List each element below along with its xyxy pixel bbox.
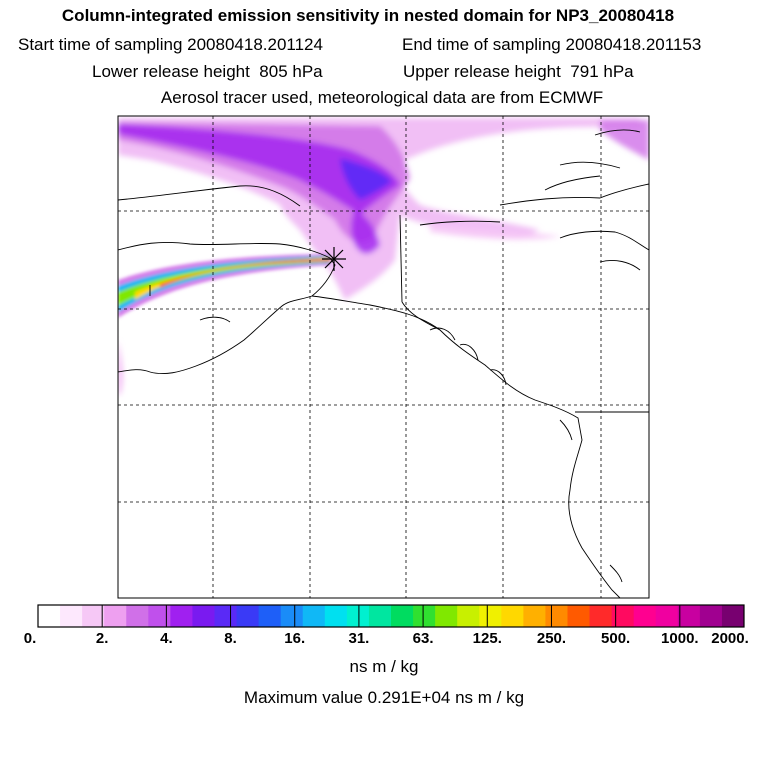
colorbar-cell bbox=[82, 605, 105, 627]
colorbar-cell bbox=[126, 605, 149, 627]
colorbar-tick-label: 2000. bbox=[711, 630, 749, 647]
upper-height-label: Upper release height bbox=[403, 62, 561, 81]
colorbar-cell bbox=[346, 605, 370, 627]
colorbar-cell bbox=[104, 605, 127, 627]
map-frame bbox=[117, 115, 650, 599]
end-time-value: 20080418.201153 bbox=[565, 35, 702, 54]
upper-height-text: Upper release height 791 hPa bbox=[403, 62, 634, 82]
colorbar-cell bbox=[192, 605, 215, 627]
colorbar-cell bbox=[523, 605, 546, 627]
colorbar bbox=[37, 604, 745, 628]
colorbar-cell bbox=[60, 605, 83, 627]
colorbar-tick-label: 250. bbox=[536, 630, 567, 647]
colorbar-cell bbox=[545, 605, 568, 627]
colorbar-cell bbox=[236, 605, 260, 627]
end-time-label: End time of sampling bbox=[402, 35, 561, 54]
receptor-plume bbox=[118, 254, 330, 318]
colorbar-cell bbox=[148, 605, 171, 627]
maximum-value: Maximum value 0.291E+04 ns m / kg bbox=[243, 688, 525, 707]
info-line: Aerosol tracer used, meteorological data… bbox=[160, 88, 604, 107]
end-time-text: End time of sampling 20080418.201153 bbox=[402, 35, 701, 55]
upper-height-value: 791 hPa bbox=[570, 62, 634, 81]
colorbar-units: ns m / kg bbox=[349, 657, 419, 676]
colorbar-frame bbox=[37, 604, 745, 628]
colorbar-cell bbox=[567, 605, 591, 627]
colorbar-cell bbox=[258, 605, 282, 627]
start-time-label: Start time of sampling bbox=[18, 35, 183, 54]
lat-lon-grid bbox=[118, 116, 649, 598]
colorbar-tick-label: 63. bbox=[412, 630, 434, 647]
colorbar-tick-label: 4. bbox=[160, 630, 173, 647]
colorbar-cell bbox=[655, 605, 679, 627]
coastlines bbox=[118, 129, 649, 598]
upper-plume bbox=[118, 118, 649, 395]
colorbar-tick-label: 2. bbox=[95, 630, 109, 647]
colorbar-cell bbox=[611, 605, 635, 627]
colorbar-cell bbox=[721, 605, 745, 627]
lower-height-text: Lower release height 805 hPa bbox=[92, 62, 323, 82]
colorbar-cell bbox=[214, 605, 238, 627]
colorbar-tick-label: 125. bbox=[472, 630, 502, 647]
lower-height-label: Lower release height bbox=[92, 62, 250, 81]
colorbar-cell bbox=[435, 605, 458, 627]
colorbar-cell bbox=[677, 605, 701, 627]
colorbar-tick-label: 31. bbox=[348, 630, 370, 647]
lower-height-value: 805 hPa bbox=[259, 62, 323, 81]
colorbar-cell bbox=[280, 605, 304, 627]
map-title: Column-integrated emission sensitivity i… bbox=[61, 6, 675, 25]
start-time-text: Start time of sampling 20080418.201124 bbox=[18, 35, 323, 55]
colorbar-cell bbox=[302, 605, 326, 627]
colorbar-cell bbox=[368, 605, 392, 627]
colorbar-cell bbox=[38, 605, 61, 627]
colorbar-cell bbox=[589, 605, 613, 627]
start-time-value: 20080418.201124 bbox=[187, 35, 323, 54]
colorbar-cell bbox=[170, 605, 193, 627]
colorbar-cell bbox=[633, 605, 657, 627]
colorbar-cell bbox=[699, 605, 723, 627]
colorbar-cell bbox=[457, 605, 480, 627]
colorbar-tick-label: 8. bbox=[224, 630, 237, 647]
colorbar-cell bbox=[413, 605, 436, 627]
colorbar-cells bbox=[38, 605, 745, 627]
colorbar-tick-label: 0. bbox=[23, 630, 37, 647]
colorbar-cell bbox=[501, 605, 524, 627]
colorbar-cell bbox=[324, 605, 348, 627]
colorbar-cell bbox=[479, 605, 502, 627]
colorbar-cell bbox=[391, 605, 414, 627]
colorbar-tick-label: 1000. bbox=[661, 630, 699, 647]
colorbar-tick-label: 500. bbox=[601, 630, 631, 647]
colorbar-tick-label: 16. bbox=[284, 630, 306, 647]
receptor-marker bbox=[322, 247, 346, 271]
